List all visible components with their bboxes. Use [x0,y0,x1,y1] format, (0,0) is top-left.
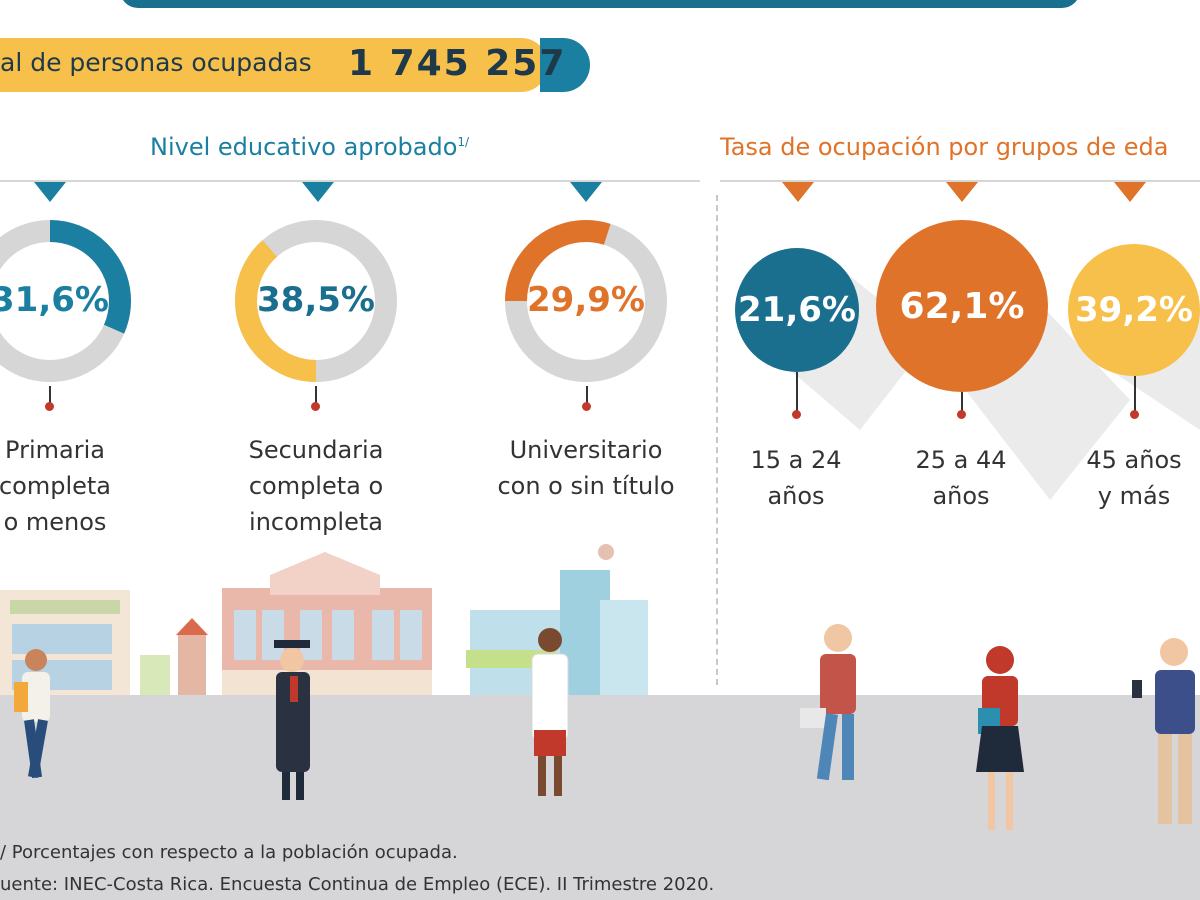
education-title-text: Nivel educativo aprobado [150,133,458,161]
education-title-footnote-mark: 1/ [457,135,470,149]
graduate-illustration [274,640,310,800]
education-pct-2: 38,5% [257,280,375,320]
education-stem-3 [586,386,588,404]
education-label-2: Secundaria completa o incompleta [226,432,406,540]
footnote-percentages: / Porcentajes con respecto a la població… [0,842,458,863]
education-label-2-line-1: Secundaria [248,436,384,464]
education-title: Nivel educativo aprobado1/ [150,133,469,161]
age-label-3-line-1: 45 años [1086,446,1182,474]
age-label-1: 15 a 24 años [726,442,866,514]
age-pct-2: 62,1% [899,285,1025,327]
age-circle-1: 21,6% [735,248,859,372]
age-stem-dot-2 [957,410,966,419]
age-marker-1 [782,182,814,202]
education-pct-1: 31,6% [0,280,109,320]
total-pill [0,38,548,92]
education-label-3-line-2: con o sin título [497,472,675,500]
education-label-3-line-1: Universitario [509,436,663,464]
education-label-1: Primaria completa o menos [0,432,140,540]
donut-arc [235,220,397,382]
top-banner [120,0,1080,8]
donut-arc [0,220,131,382]
section-divider [716,195,718,685]
doctor-illustration [531,628,569,796]
age-divider-line [720,180,1200,182]
age-circle-2: 62,1% [876,220,1048,392]
age-circle-3: 39,2% [1068,244,1200,376]
education-pct-3: 29,9% [527,280,645,320]
education-stem-1 [49,386,51,404]
age-label-3: 45 años y más [1068,442,1200,514]
education-stem-2 [315,386,317,404]
education-stem-dot-1 [45,402,54,411]
people-illustration [14,624,1195,830]
age-label-2: 25 a 44 años [886,442,1036,514]
total-value: 1 745 257 [348,43,567,84]
education-label-2-line-3: incompleta [249,508,383,536]
total-label: al de personas ocupadas [0,48,312,77]
education-label-3: Universitario con o sin título [486,432,686,504]
footnote-source: uente: INEC-Costa Rica. Encuesta Continu… [0,874,715,895]
education-marker-1 [34,182,66,202]
age-label-3-line-2: y más [1097,482,1171,510]
young-man-illustration [800,624,856,781]
age-marker-3 [1114,182,1146,202]
education-marker-3 [570,182,602,202]
age-stem-1 [796,372,798,412]
woman-illustration [976,646,1024,830]
age-label-2-line-2: años [932,482,990,510]
age-title: Tasa de ocupación por grupos de eda [720,133,1169,161]
age-label-1-line-1: 15 a 24 [750,446,842,474]
education-label-1-line-1: Primaria [5,436,105,464]
age-stem-2 [961,392,963,412]
buildings-illustration [0,544,648,695]
education-divider-line [0,180,700,182]
donut-arc [505,220,667,382]
age-stem-3 [1134,376,1136,412]
age-pct-3: 39,2% [1075,290,1193,330]
age-stem-dot-3 [1130,410,1139,419]
age-label-2-line-1: 25 a 44 [915,446,1007,474]
total-pill-cap [540,38,590,92]
age-label-1-line-2: años [767,482,825,510]
education-label-2-line-2: completa o [248,472,384,500]
education-donut-2 [235,220,397,382]
man-with-phone-illustration [1132,638,1195,824]
education-marker-2 [302,182,334,202]
education-label-1-line-3: o menos [3,508,107,536]
age-marker-2 [946,182,978,202]
school-building-illustration [0,590,208,695]
education-stem-dot-3 [582,402,591,411]
education-donut-3 [505,220,667,382]
high-school-building-illustration [222,552,432,695]
age-stem-dot-1 [792,410,801,419]
education-stem-dot-2 [311,402,320,411]
age-pct-1: 21,6% [738,290,856,330]
education-donut-1 [0,220,131,382]
student-girl-illustration [14,649,50,779]
education-label-1-line-2: completa [0,472,112,500]
